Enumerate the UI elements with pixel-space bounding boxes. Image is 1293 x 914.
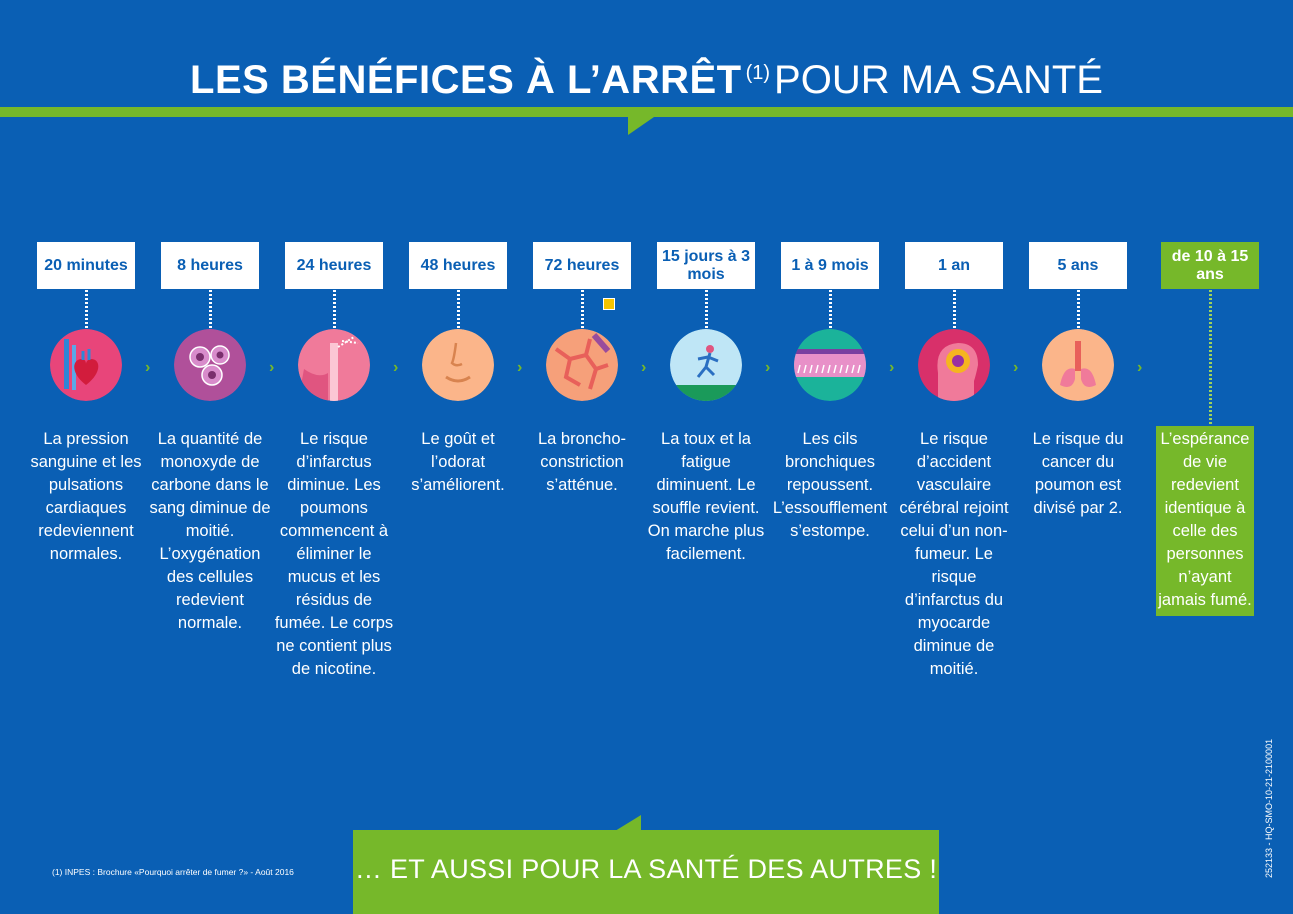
chevron-right-icon: › — [1137, 359, 1143, 376]
step-time-label: 72 heures — [533, 242, 631, 289]
step-time-label: 1 an — [905, 242, 1003, 289]
source-footnote: (1) INPES : Brochure «Pourquoi arrêter d… — [52, 867, 294, 877]
dotted-connector — [1209, 290, 1212, 426]
chevron-right-icon: › — [889, 359, 895, 376]
step-description: La quantité de monoxyde de carbone dans … — [149, 430, 271, 632]
step-time-label: 15 jours à 3 mois — [657, 242, 755, 289]
runner-icon — [670, 329, 742, 401]
step-description: Le risque d’infarctus diminue. Les poumo… — [274, 430, 394, 678]
chevron-right-icon: › — [269, 359, 275, 376]
step-time-label: 8 heures — [161, 242, 259, 289]
header-divider-notch — [628, 117, 654, 135]
brain-icon — [918, 329, 990, 401]
dotted-connector — [333, 290, 336, 330]
dotted-connector — [953, 290, 956, 330]
page-title: LES BÉNÉFICES À L’ARRÊT (1) POUR MA SANTÉ — [0, 55, 1293, 112]
chevron-right-icon: › — [517, 359, 523, 376]
chevron-right-icon: › — [145, 359, 151, 376]
dotted-connector — [457, 290, 460, 330]
cilia-icon — [794, 329, 866, 401]
info-badge-icon — [603, 298, 615, 310]
title-footnote-marker: (1) — [745, 62, 771, 84]
header-divider — [0, 107, 1293, 117]
step-description: Le goût et l’odorat s’améliorent. — [411, 430, 505, 494]
chevron-right-icon: › — [393, 359, 399, 376]
bottom-banner-notch — [615, 815, 641, 831]
dotted-connector — [209, 290, 212, 330]
reference-code: 252133 - HQ-SMO-10-21-2100001 — [1264, 738, 1274, 878]
step-description: La pression sanguine et les pulsations c… — [30, 430, 142, 563]
step-time-label: 48 heures — [409, 242, 507, 289]
step-description: Le risque d’accident vasculaire cérébral… — [899, 430, 1009, 678]
bronchi-icon — [546, 329, 618, 401]
chest-lungs-icon — [1042, 329, 1114, 401]
dotted-connector — [85, 290, 88, 330]
step-description: Les cils bronchiques repoussent. L’essou… — [772, 430, 888, 540]
step-description: La broncho-constriction s’atténue. — [537, 430, 627, 494]
step-description: La toux et la fatigue diminuent. Le souf… — [647, 430, 765, 563]
step-time-label: de 10 à 15 ans — [1161, 242, 1259, 289]
title-light: POUR MA SANTÉ — [774, 58, 1103, 102]
step-description: L’espérance de vie redevient identique à… — [1156, 426, 1254, 616]
step-description: Le risque du cancer du poumon est divisé… — [1032, 430, 1124, 517]
heart-icon — [50, 329, 122, 401]
bottom-banner-text: … ET AUSSI POUR LA SANTÉ DES AUTRES ! — [354, 854, 938, 884]
step-time-label: 24 heures — [285, 242, 383, 289]
dotted-connector — [829, 290, 832, 330]
lungs-airway-icon — [298, 329, 370, 401]
dotted-connector — [581, 290, 584, 330]
face-icon — [422, 329, 494, 401]
blood-cells-icon — [174, 329, 246, 401]
bottom-banner: … ET AUSSI POUR LA SANTÉ DES AUTRES ! — [353, 830, 939, 914]
chevron-right-icon: › — [765, 359, 771, 376]
dotted-connector — [705, 290, 708, 330]
step-time-label: 20 minutes — [37, 242, 135, 289]
dotted-connector — [1077, 290, 1080, 330]
chevron-right-icon: › — [1013, 359, 1019, 376]
chevron-right-icon: › — [641, 359, 647, 376]
step-time-label: 1 à 9 mois — [781, 242, 879, 289]
title-bold: LES BÉNÉFICES À L’ARRÊT — [190, 58, 742, 102]
step-time-label: 5 ans — [1029, 242, 1127, 289]
